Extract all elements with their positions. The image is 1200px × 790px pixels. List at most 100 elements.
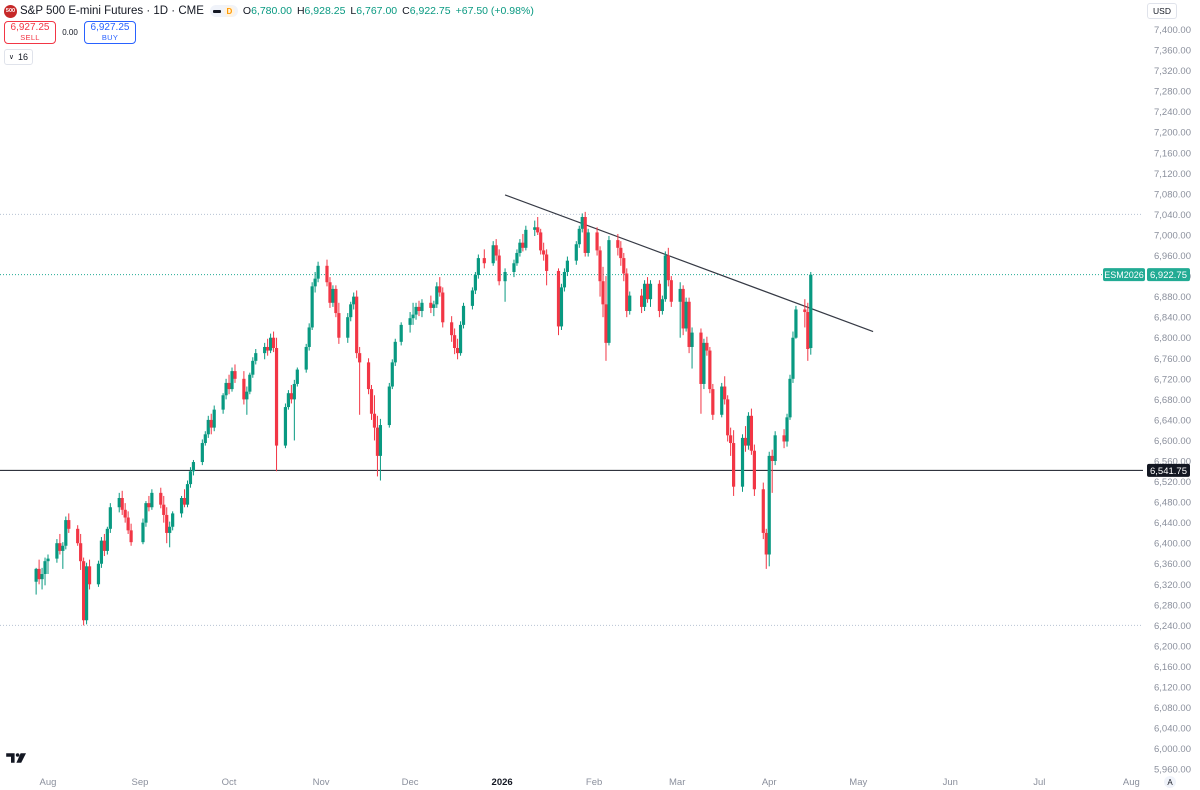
candle-body [648, 283, 653, 300]
close-label: C [402, 5, 410, 17]
candle-body [565, 260, 569, 272]
trade-panel: 6,927.25 SELL 0.00 6,927.25 BUY [4, 21, 136, 44]
y-tick-label: 6,800.00 [1154, 333, 1191, 344]
market-status-badge[interactable]: D [209, 5, 238, 17]
symbol-logo: 500 [4, 4, 17, 18]
candle-body [764, 532, 768, 555]
x-tick-label: Jul [1033, 777, 1045, 788]
candle-body [794, 309, 798, 338]
candle-body [117, 497, 121, 508]
price-axis[interactable]: 7,400.00 7,360.00 7,320.00 7,280.00 7,240.00… [1154, 25, 1191, 776]
candle-body [165, 514, 169, 533]
low-value: 6,767.00 [356, 5, 398, 17]
candle-body [58, 543, 62, 551]
candle-body [34, 568, 38, 582]
level-price-tag-label: 6,541.75 [1150, 466, 1187, 477]
auto-scale-button[interactable]: A [1164, 776, 1176, 788]
candle-body [414, 306, 418, 315]
x-tick-label: Aug [40, 777, 57, 788]
candle-body [224, 382, 228, 396]
candle-body [497, 255, 501, 282]
candle-body [126, 517, 130, 531]
candle-body [580, 217, 584, 229]
candle-body [313, 278, 317, 287]
candle-body [286, 393, 291, 408]
candle-body [450, 322, 454, 336]
buy-button[interactable]: 6,927.25 BUY [84, 21, 136, 44]
candle-body [159, 492, 163, 505]
candle-body [206, 419, 210, 435]
candle-body [660, 299, 664, 312]
candle-body [37, 568, 41, 580]
candle-body [770, 455, 774, 462]
axis-price-labels: ESM2026 6,922.75 6,541.75 [1103, 268, 1190, 477]
y-tick-label: 6,360.00 [1154, 559, 1191, 570]
candle-body [657, 283, 662, 312]
candle-body [556, 270, 561, 327]
candle-body [337, 313, 341, 338]
symbol-interval: 1D [153, 5, 169, 17]
x-tick-label: Oct [222, 777, 237, 788]
candle-body [120, 497, 124, 510]
candle-body [411, 314, 415, 319]
candle-body [79, 543, 83, 562]
symbol-title[interactable]: S&P 500 E-mini Futures · 1D · CME [20, 5, 204, 17]
delayed-data-icon: D [223, 5, 235, 17]
candle-body [417, 306, 421, 312]
high-value: 6,928.25 [304, 5, 346, 17]
candle-body [429, 302, 433, 308]
candle-body [533, 227, 537, 230]
candle-body [334, 288, 338, 314]
y-tick-label: 7,040.00 [1154, 210, 1191, 221]
y-tick-label: 6,400.00 [1154, 539, 1191, 550]
candle-body [732, 443, 736, 487]
candle-body [366, 362, 371, 390]
candle-body [524, 229, 528, 248]
candle-body [171, 513, 175, 527]
time-axis[interactable]: Aug Sep Oct Nov Dec 2026 Feb Mar Apr May Jun Jul Aug [40, 777, 1140, 788]
candle-body [43, 561, 47, 575]
candle-body [346, 317, 350, 338]
candle-body [289, 393, 293, 400]
candle-body [574, 244, 578, 261]
x-tick-label: Aug [1123, 777, 1140, 788]
tradingview-logo-icon[interactable] [6, 752, 28, 764]
candle-body [188, 471, 193, 485]
x-tick-label: Jun [943, 777, 958, 788]
y-tick-label: 6,560.00 [1154, 457, 1191, 468]
symbol-exchange: CME [178, 5, 204, 17]
currency-selector[interactable]: USD [1147, 3, 1177, 19]
x-tick-label: May [849, 777, 867, 788]
candle-body [390, 362, 394, 387]
candle-body [40, 574, 44, 580]
candle-body [458, 324, 463, 354]
candle-body [583, 217, 587, 253]
candle-body [271, 337, 276, 348]
y-tick-label: 6,640.00 [1154, 415, 1191, 426]
candle-body [263, 346, 267, 354]
quantity-dropdown[interactable]: ∨ 16 [4, 49, 33, 65]
candle-body [625, 273, 629, 312]
y-tick-label: 7,120.00 [1154, 169, 1191, 180]
y-tick-label: 7,080.00 [1154, 189, 1191, 200]
candle-body [482, 258, 486, 264]
candle-body [604, 304, 608, 343]
candle-body [601, 281, 605, 305]
candle-body [788, 378, 792, 418]
candle-body [304, 346, 308, 370]
y-tick-label: 6,720.00 [1154, 374, 1191, 385]
candle-body [325, 265, 329, 283]
sell-button[interactable]: 6,927.25 SELL [4, 21, 56, 44]
candle-body [806, 312, 810, 350]
candle-body [616, 240, 620, 248]
candle-body [761, 489, 765, 533]
candle-body [773, 435, 777, 462]
y-tick-label: 7,160.00 [1154, 148, 1191, 159]
candle-body [726, 399, 730, 436]
candle-body [358, 353, 362, 363]
y-tick-label: 6,160.00 [1154, 662, 1191, 673]
sell-label: SELL [20, 32, 40, 42]
last-price-tag-background [1147, 268, 1190, 282]
candles [34, 211, 813, 626]
